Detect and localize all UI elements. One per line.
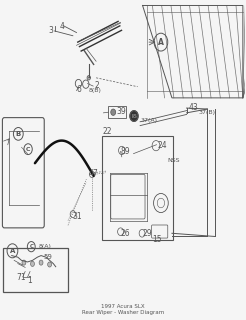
Text: 22: 22 [102,127,112,136]
Text: B: B [132,114,137,118]
Text: 89: 89 [121,147,130,156]
Text: 31: 31 [73,212,82,221]
Circle shape [22,260,26,265]
Text: 2: 2 [95,81,100,90]
Text: 47: 47 [88,169,98,178]
Text: 8(B): 8(B) [89,88,102,93]
Circle shape [111,109,116,116]
Text: 71: 71 [16,273,26,282]
Circle shape [130,111,138,122]
Text: 8(A): 8(A) [39,244,51,249]
Circle shape [39,260,43,265]
Text: 15: 15 [152,235,161,244]
Text: 37(A): 37(A) [140,118,157,123]
Circle shape [48,262,52,267]
Text: A: A [10,248,15,254]
Text: 29: 29 [143,229,152,238]
Circle shape [31,261,34,267]
Text: Rear Wiper - Washer Diagram: Rear Wiper - Washer Diagram [82,310,164,315]
Text: 26: 26 [121,229,130,238]
Text: 1: 1 [27,276,32,285]
Text: C: C [26,147,30,152]
Circle shape [87,76,91,80]
Text: NSS: NSS [167,157,180,163]
Text: 59: 59 [44,253,52,260]
Text: A: A [158,38,164,47]
Text: 6: 6 [77,85,81,94]
Text: B: B [16,131,21,137]
Text: 4: 4 [59,22,64,31]
Text: 3: 3 [48,27,53,36]
Text: 1997 Acura SLX: 1997 Acura SLX [101,304,145,309]
Text: 24: 24 [157,141,167,150]
Text: C: C [29,244,33,249]
Text: 43: 43 [189,103,199,112]
Text: B: B [132,114,137,118]
Text: 37(B): 37(B) [199,110,216,115]
Text: 39: 39 [117,107,127,116]
